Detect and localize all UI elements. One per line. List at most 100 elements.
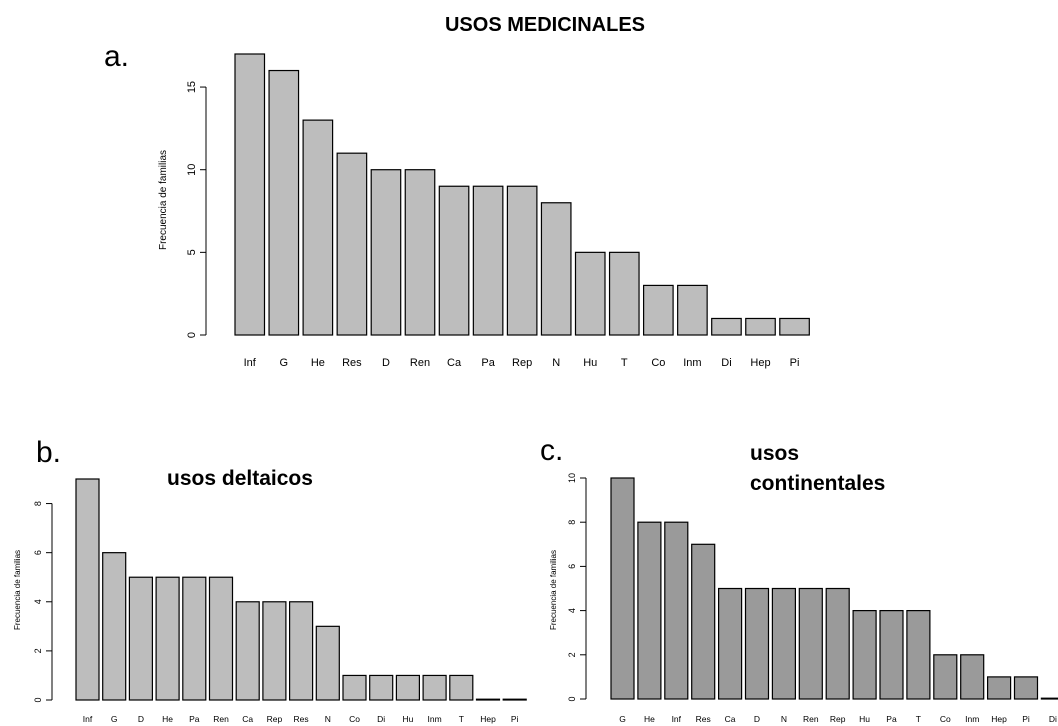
bar-Ca xyxy=(438,185,470,336)
y-tick-label: 2 xyxy=(33,648,43,653)
category-label-Res: Res xyxy=(696,714,711,724)
panel-c-letter: c. xyxy=(540,434,563,467)
category-label-Rep: Rep xyxy=(267,714,283,724)
panel-c-title-line-1: usos xyxy=(750,442,799,465)
y-axis-label: Frecuencia de familias xyxy=(13,550,22,630)
category-label-N: N xyxy=(552,357,560,369)
bar-Inm xyxy=(422,674,447,701)
category-label-G: G xyxy=(619,714,626,724)
category-label-He: He xyxy=(162,714,173,724)
y-tick-label: 5 xyxy=(186,249,198,255)
bar-N xyxy=(771,587,797,700)
bar-He xyxy=(637,521,662,700)
panel-b-title: usos deltaicos xyxy=(167,467,313,490)
y-tick-label: 15 xyxy=(186,81,198,93)
bar-Pi xyxy=(1013,676,1039,700)
category-label-T: T xyxy=(459,714,464,724)
bar-T xyxy=(906,609,931,700)
category-label-G: G xyxy=(111,714,118,724)
category-label-Inm: Inm xyxy=(965,714,979,724)
bar-Hu xyxy=(395,674,420,701)
bar-Hep xyxy=(745,317,776,336)
bar-Ca xyxy=(235,601,260,701)
category-label-Ca: Ca xyxy=(447,357,462,369)
category-label-Pa: Pa xyxy=(886,714,897,724)
category-label-Ca: Ca xyxy=(242,714,253,724)
bar-He xyxy=(155,576,180,701)
category-label-Hep: Hep xyxy=(750,357,770,369)
y-tick-label: 10 xyxy=(567,473,577,483)
bar-Pi xyxy=(502,698,527,701)
category-label-Inf: Inf xyxy=(672,714,682,724)
category-label-Rep: Rep xyxy=(512,357,532,369)
category-label-N: N xyxy=(325,714,331,724)
bar-Di xyxy=(369,674,394,701)
category-label-Ca: Ca xyxy=(725,714,736,724)
category-label-N: N xyxy=(781,714,787,724)
category-label-Ren: Ren xyxy=(803,714,819,724)
category-label-He: He xyxy=(311,357,325,369)
category-label-Res: Res xyxy=(294,714,309,724)
panel-a-letter: a. xyxy=(104,40,129,73)
bar-Hu xyxy=(852,609,877,700)
category-label-Di: Di xyxy=(721,357,731,369)
category-label-Ren: Ren xyxy=(213,714,229,724)
bar-Ren xyxy=(404,169,436,336)
bar-Inf xyxy=(75,478,100,701)
bar-Co xyxy=(933,654,958,700)
bar-Inf xyxy=(234,53,266,336)
panel-c-chart: G He Inf Res Ca D N Ren Rep Hu Pa T Co Inm Hep Pi Di 0 2 4 6… xyxy=(549,473,1058,724)
category-label-He: He xyxy=(644,714,655,724)
bar-Rep xyxy=(506,185,538,336)
bar-Pi xyxy=(779,317,810,336)
y-tick-label: 6 xyxy=(33,550,43,555)
bar-Pa xyxy=(182,576,207,701)
category-label-Rep: Rep xyxy=(830,714,846,724)
y-tick-label: 2 xyxy=(567,652,577,657)
bar-Hu xyxy=(574,251,606,336)
y-tick-label: 4 xyxy=(567,608,577,613)
y-tick-label: 0 xyxy=(186,332,198,338)
bar-D xyxy=(128,576,153,701)
bar-Rep xyxy=(262,601,287,701)
category-label-Pa: Pa xyxy=(481,357,495,369)
category-label-Pi: Pi xyxy=(1022,714,1030,724)
category-label-Inf: Inf xyxy=(244,357,257,369)
bar-Pa xyxy=(879,609,904,700)
bar-Inf xyxy=(664,521,689,700)
panel-b-chart: Inf G D He Pa Ren Ca Rep Res N Co Di Hu Inm T Hep Pi 0 2 4 6… xyxy=(13,478,527,724)
bar-N xyxy=(540,202,572,336)
category-label-Di: Di xyxy=(1049,714,1057,724)
y-tick-label: 4 xyxy=(33,599,43,604)
category-label-T: T xyxy=(621,357,628,369)
category-label-Pa: Pa xyxy=(189,714,200,724)
y-tick-label: 0 xyxy=(567,696,577,701)
category-label-Inf: Inf xyxy=(83,714,93,724)
bar-Hep xyxy=(475,698,501,701)
bar-Di xyxy=(1040,697,1058,700)
bar-Inm xyxy=(677,284,708,336)
bar-G xyxy=(102,552,127,701)
category-label-Co: Co xyxy=(651,357,665,369)
category-label-Pi: Pi xyxy=(790,357,800,369)
category-label-Di: Di xyxy=(377,714,385,724)
category-label-Hep: Hep xyxy=(991,714,1007,724)
y-axis-label: Frecuencia de familias xyxy=(549,550,558,630)
bar-Res xyxy=(691,543,716,700)
bar-Ren xyxy=(208,576,234,701)
y-tick-label: 0 xyxy=(33,697,43,702)
category-label-Hu: Hu xyxy=(583,357,597,369)
category-label-Hu: Hu xyxy=(859,714,870,724)
bar-Ca xyxy=(717,587,743,700)
bar-Co xyxy=(342,674,367,701)
y-tick-label: 6 xyxy=(567,564,577,569)
bar-Res xyxy=(336,152,368,336)
y-tick-label: 8 xyxy=(567,520,577,525)
panel-a-chart: Inf G He Res D Ren Ca Pa Rep N Hu T Co Inm Di Hep Pi 0 5 10… xyxy=(158,53,810,369)
category-label-Inm: Inm xyxy=(683,357,701,369)
category-label-Inm: Inm xyxy=(428,714,442,724)
bar-G xyxy=(268,69,300,336)
bar-G xyxy=(610,477,635,700)
category-label-Co: Co xyxy=(940,714,951,724)
bar-Pa xyxy=(472,185,504,336)
